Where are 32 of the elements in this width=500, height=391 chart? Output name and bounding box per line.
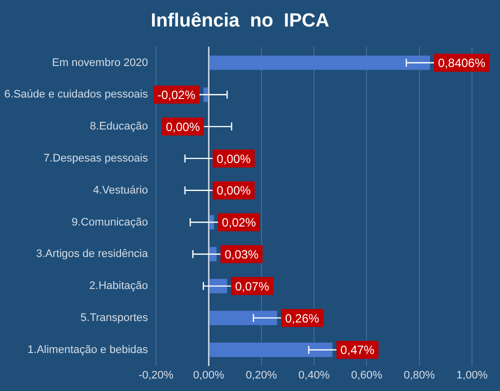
data-label: 0,00% bbox=[216, 184, 252, 198]
bar bbox=[209, 278, 228, 294]
y-tick-label: 7.Despesas pessoais bbox=[43, 152, 148, 164]
x-tick-label: 0,00% bbox=[193, 369, 224, 382]
bar bbox=[209, 56, 430, 70]
chart-title: Influência no IPCA bbox=[150, 10, 330, 32]
x-tick-label: 0,60% bbox=[351, 369, 382, 382]
x-tick-label: 1,00% bbox=[456, 369, 488, 382]
data-label: 0,47% bbox=[340, 343, 375, 358]
bar bbox=[209, 310, 278, 326]
y-tick-label: 1.Alimentação e bebidas bbox=[28, 344, 148, 356]
data-label: 0,00% bbox=[166, 120, 200, 134]
y-tick-label: 5.Transportes bbox=[80, 312, 148, 324]
data-label: 0,00% bbox=[216, 152, 252, 166]
y-tick-label: Em novembro 2020 bbox=[52, 56, 148, 69]
data-label: 0,07% bbox=[235, 279, 270, 294]
x-tick-label: 0,20% bbox=[246, 369, 278, 382]
y-tick-label: 3.Artigos de residência bbox=[36, 248, 149, 260]
x-tick-label: 0,40% bbox=[298, 369, 330, 382]
data-label: 0,02% bbox=[222, 216, 256, 230]
y-tick-label: 6.Saúde e cuidados pessoais bbox=[4, 88, 148, 101]
bar bbox=[209, 342, 332, 358]
y-tick-label: 9.Comunicação bbox=[72, 216, 148, 228]
data-label: -0,02% bbox=[157, 88, 196, 102]
y-tick-label: 4.Vestuário bbox=[92, 184, 148, 196]
x-tick-label: -0,20% bbox=[138, 369, 174, 382]
y-tick-label: 2.Habitação bbox=[89, 280, 148, 292]
data-label: 0,8406% bbox=[438, 56, 486, 70]
data-label: 0,03% bbox=[224, 247, 259, 262]
data-label: 0,26% bbox=[285, 311, 320, 326]
y-tick-label: 8.Educação bbox=[90, 120, 148, 133]
x-tick-label: 0,80% bbox=[404, 369, 436, 382]
